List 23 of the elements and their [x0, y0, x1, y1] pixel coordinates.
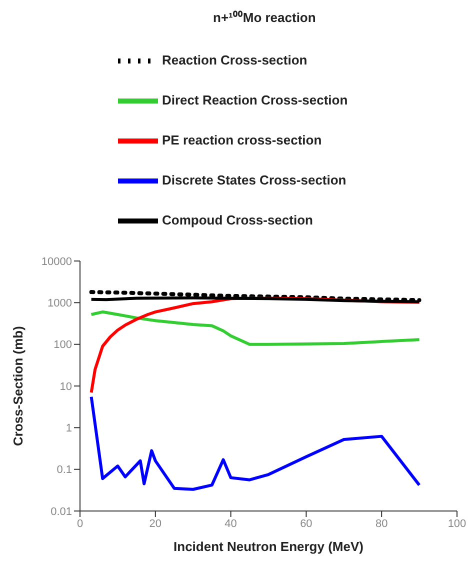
y-tick-label: 0.01: [50, 506, 72, 518]
y-tick-label: 10000: [41, 256, 72, 268]
legend-label: Reaction Cross-section: [162, 52, 308, 68]
legend-label: Compoud Cross-section: [162, 212, 313, 228]
x-tick-label: 0: [76, 518, 84, 530]
x-axis-title: Incident Neutron Energy (MeV): [174, 539, 364, 554]
y-tick-label: 1: [66, 422, 72, 435]
line-series: [90, 395, 421, 491]
y-axis-title: Cross-Section (mb): [10, 326, 26, 446]
legend-label: Discrete States Cross-section: [162, 172, 346, 188]
x-tick-label: 100: [448, 518, 466, 530]
x-tick-label: 80: [375, 518, 388, 530]
legend-label: Direct Reaction Cross-section: [162, 92, 348, 108]
y-tick-label: 1000: [48, 298, 72, 310]
y-tick-label: 10: [60, 380, 72, 393]
x-tick-label: 20: [149, 518, 162, 530]
y-tick-label: 0.1: [56, 464, 72, 476]
chart-title: n+¹⁰⁰Mo reaction: [213, 9, 317, 26]
y-tick-label: 100: [54, 339, 72, 352]
x-tick-label: 60: [300, 518, 312, 530]
line-series: [90, 310, 421, 346]
x-tick-label: 40: [224, 518, 237, 530]
legend-label: PE reaction cross-section: [162, 132, 322, 148]
